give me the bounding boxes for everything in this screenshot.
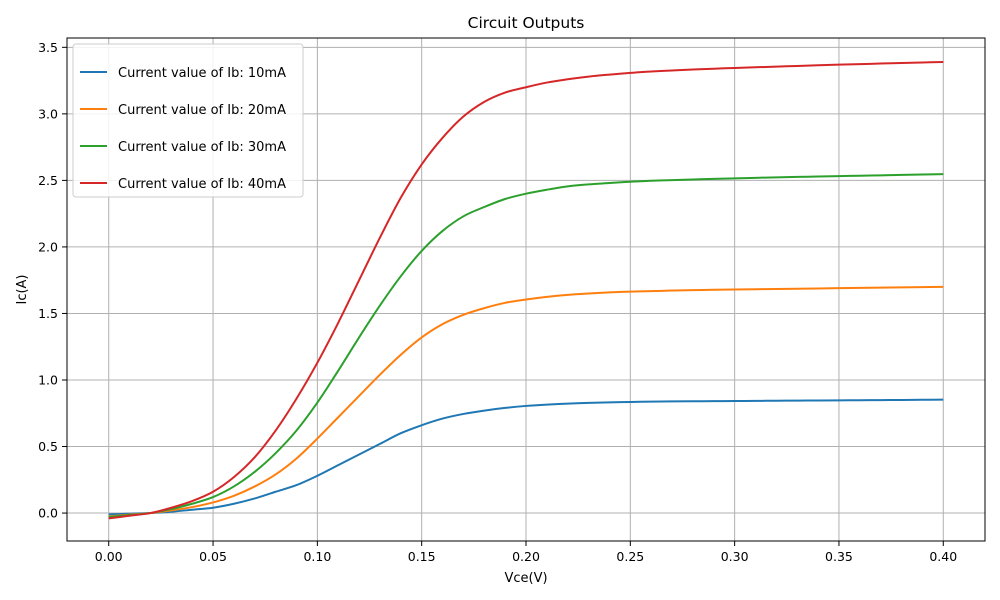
legend-box — [72, 43, 304, 198]
x-tick-label: 0.05 — [199, 549, 227, 564]
series-lines — [108, 60, 944, 520]
x-tick-label: 0.10 — [303, 549, 331, 564]
chart-title: Circuit Outputs — [468, 14, 585, 32]
x-tick-label: 0.35 — [825, 549, 853, 564]
x-tick-label: 0.20 — [512, 549, 540, 564]
legend-label-4: Current value of Ib: 40mA — [118, 177, 286, 192]
y-axis-label: Ic(A) — [15, 274, 30, 304]
legend-label-2: Current value of Ib: 20mA — [118, 103, 286, 118]
x-tick-label: 0.25 — [616, 549, 644, 564]
legend-label-3: Current value of Ib: 30mA — [118, 140, 286, 155]
y-tick-label: 0.0 — [38, 506, 58, 521]
y-tick-label: 0.5 — [38, 439, 58, 454]
x-tick-label: 0.40 — [929, 549, 957, 564]
y-tick-label: 3.0 — [38, 106, 58, 121]
legend: Current value of Ib: 10mA Current value o… — [72, 43, 304, 198]
series-line-1 — [108, 398, 944, 516]
x-axis-label: Vce(V) — [504, 571, 547, 586]
y-tick-label: 2.5 — [38, 173, 58, 188]
series-line-4 — [108, 60, 944, 520]
x-tick-label: 0.15 — [408, 549, 436, 564]
axis-ticks: 0.00 0.05 0.10 0.15 0.20 0.25 0.30 0.35 0.40 0.0 0… — [38, 40, 957, 564]
y-tick-label: 3.5 — [38, 40, 58, 55]
legend-label-1: Current value of Ib: 10mA — [118, 66, 286, 81]
grid-lines — [67, 38, 985, 541]
series-line-3 — [108, 173, 944, 519]
series-line-2 — [108, 285, 944, 518]
x-tick-label: 0.00 — [95, 549, 123, 564]
x-tick-label: 0.30 — [721, 549, 749, 564]
y-tick-label: 2.0 — [38, 239, 58, 254]
y-tick-label: 1.0 — [38, 372, 58, 387]
y-tick-label: 1.5 — [38, 306, 58, 321]
